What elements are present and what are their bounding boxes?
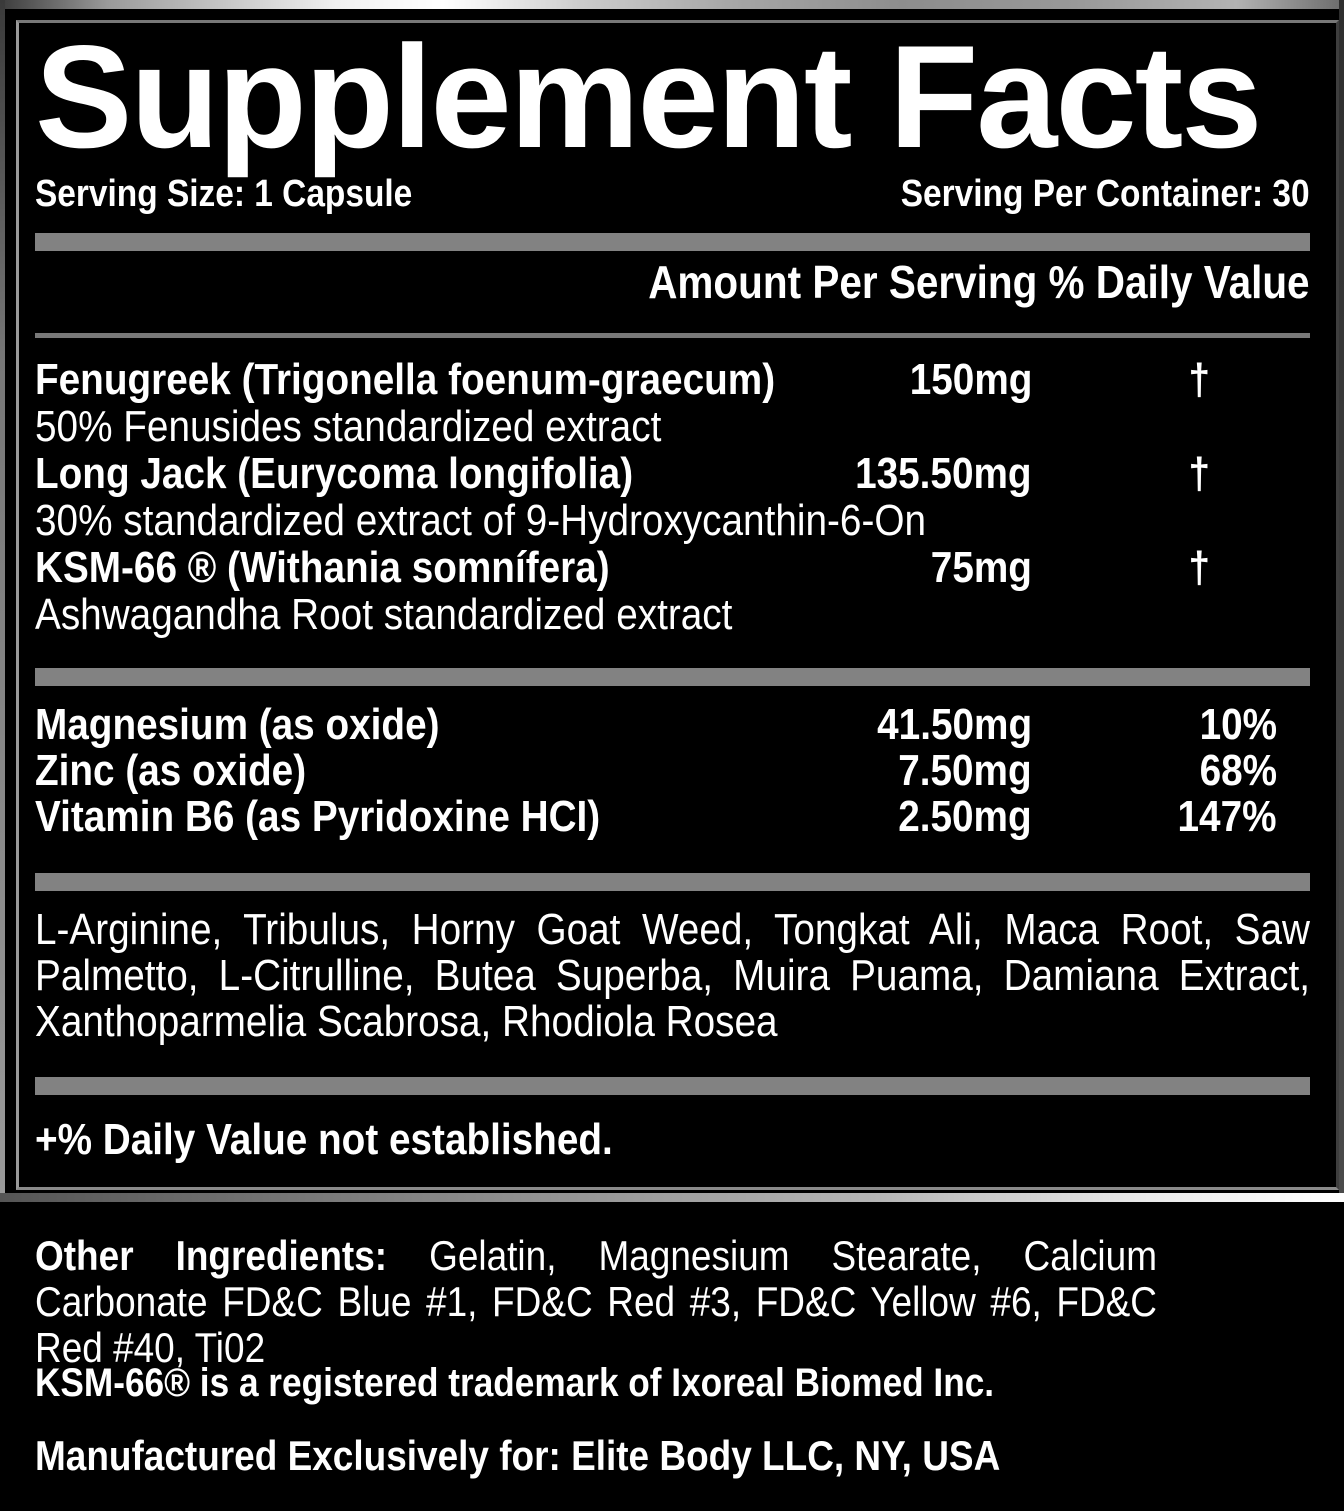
page-title: Supplement Facts (35, 20, 1262, 178)
separator-line (35, 333, 1310, 338)
ingredient-amount: 75mg (930, 543, 1032, 592)
ingredient-amount: 2.50mg (898, 792, 1032, 841)
other-ingredients-list: Gelatin, Magnesium Stearate, Calcium Car… (35, 1232, 1157, 1371)
daily-value-percent: 68% (1199, 746, 1277, 795)
metal-frame-right (1339, 0, 1344, 1202)
separator-bar (35, 668, 1310, 686)
serving-info-row: Serving Size: 1 Capsule Serving Per Cont… (35, 173, 1310, 215)
ingredient-description: Ashwagandha Root standardized extract (35, 590, 733, 639)
proprietary-blend-text: L-Arginine, Tribulus, Horny Goat Weed, T… (35, 905, 1310, 1046)
daily-value-dagger: † (1188, 543, 1210, 592)
ingredient-name: Vitamin B6 (as Pyridoxine HCI) (35, 792, 601, 841)
table-row: Fenugreek (Trigonella foenum-graecum) 15… (35, 356, 1310, 450)
manufacturer-note: Manufactured Exclusively for: Elite Body… (35, 1432, 1001, 1479)
ingredient-name: Fenugreek (Trigonella foenum-graecum) (35, 355, 776, 404)
table-row: Magnesium (as oxide) 41.50mg 10% (35, 702, 1310, 748)
separator-bar (35, 233, 1310, 251)
ingredient-amount: 41.50mg (877, 700, 1032, 749)
metal-frame-left (0, 0, 5, 1202)
ingredient-amount: 135.50mg (855, 449, 1032, 498)
table-row: Vitamin B6 (as Pyridoxine HCI) 2.50mg 14… (35, 794, 1310, 840)
serving-size-text: Serving Size: 1 Capsule (35, 173, 413, 215)
table-row: Zinc (as oxide) 7.50mg 68% (35, 748, 1310, 794)
daily-value-dagger: † (1188, 449, 1210, 498)
table-row: Long Jack (Eurycoma longifolia) 135.50mg… (35, 450, 1310, 544)
ingredient-name: Zinc (as oxide) (35, 746, 307, 795)
daily-value-percent: 147% (1177, 792, 1277, 841)
servings-per-container-text: Serving Per Container: 30 (901, 173, 1310, 215)
herbal-ingredients-section: Fenugreek (Trigonella foenum-graecum) 15… (35, 356, 1310, 638)
separator-bar (35, 1077, 1310, 1095)
ingredient-amount: 150mg (909, 355, 1032, 404)
column-header: Amount Per Serving % Daily Value (35, 255, 1310, 309)
vitamins-minerals-section: Magnesium (as oxide) 41.50mg 10% Zinc (a… (35, 702, 1310, 840)
column-header-text: Amount Per Serving % Daily Value (648, 256, 1310, 308)
facts-panel: Supplement Facts Serving Size: 1 Capsule… (16, 20, 1339, 1190)
trademark-note: KSM-66® is a registered trademark of Ixo… (35, 1361, 995, 1405)
separator-bar (35, 873, 1310, 891)
metal-frame-bottom (0, 1193, 1344, 1202)
table-row: KSM-66 ® (Withania somnífera) 75mg † Ash… (35, 544, 1310, 638)
ingredient-amount: 7.50mg (898, 746, 1032, 795)
other-ingredients-text: Other Ingredients: Gelatin, Magnesium St… (35, 1233, 1157, 1371)
metal-frame-top (0, 0, 1344, 9)
ingredient-description: 30% standardized extract of 9-Hydroxycan… (35, 496, 926, 545)
ingredient-description: 50% Fenusides standardized extract (35, 402, 662, 451)
daily-value-footnote: +% Daily Value not established. (35, 1115, 613, 1164)
other-ingredients-label: Other Ingredients: (35, 1232, 388, 1279)
ingredient-name: Magnesium (as oxide) (35, 700, 440, 749)
ingredient-name: Long Jack (Eurycoma longifolia) (35, 449, 634, 498)
daily-value-percent: 10% (1199, 700, 1277, 749)
daily-value-dagger: † (1188, 355, 1210, 404)
ingredient-name: KSM-66 ® (Withania somnífera) (35, 543, 610, 592)
